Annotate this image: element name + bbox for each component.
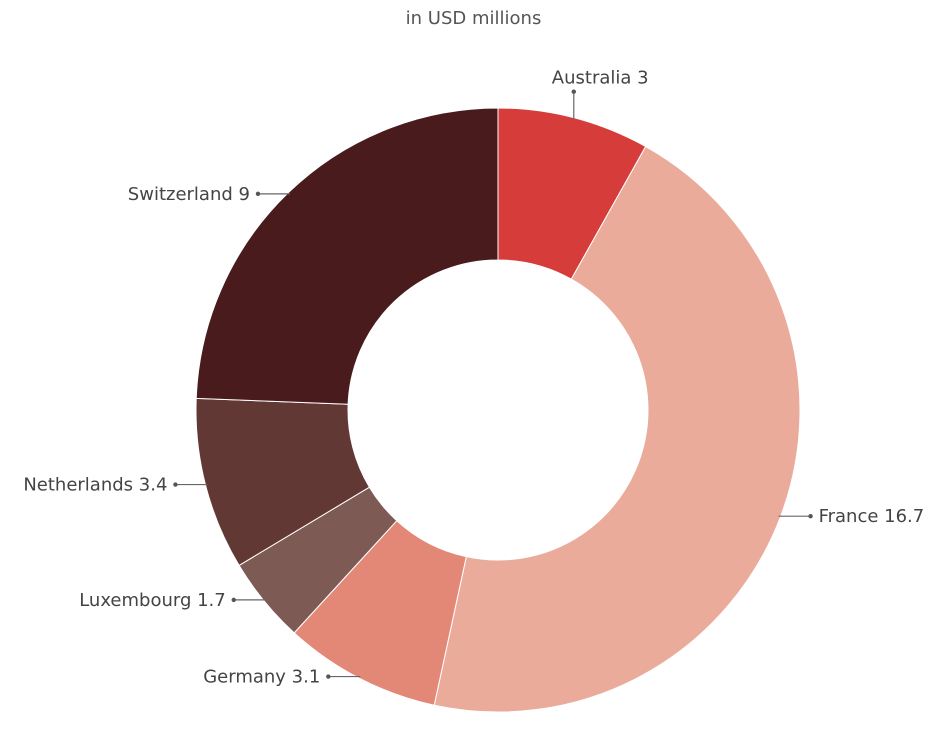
- leader-dot-australia: [571, 89, 576, 94]
- leader-dot-switzerland: [255, 191, 261, 197]
- leader-dot-france: [808, 513, 813, 519]
- leader-dot-luxembourg: [231, 597, 236, 603]
- data-label-france: France 16.7: [819, 506, 925, 527]
- data-label-australia: Australia 3: [552, 68, 649, 89]
- leader-dot-netherlands: [173, 482, 178, 487]
- data-label-germany: Germany 3.1: [203, 667, 320, 688]
- slice-switzerland[interactable]: [195, 107, 499, 405]
- data-label-netherlands: Netherlands 3.4: [23, 475, 167, 496]
- data-label-switzerland: Switzerland 9: [128, 184, 250, 205]
- data-label-luxembourg: Luxembourg 1.7: [79, 590, 226, 611]
- slice-france[interactable]: [433, 145, 801, 713]
- chart-subtitle: in USD millions: [405, 8, 542, 29]
- leader-dot-germany: [326, 674, 331, 679]
